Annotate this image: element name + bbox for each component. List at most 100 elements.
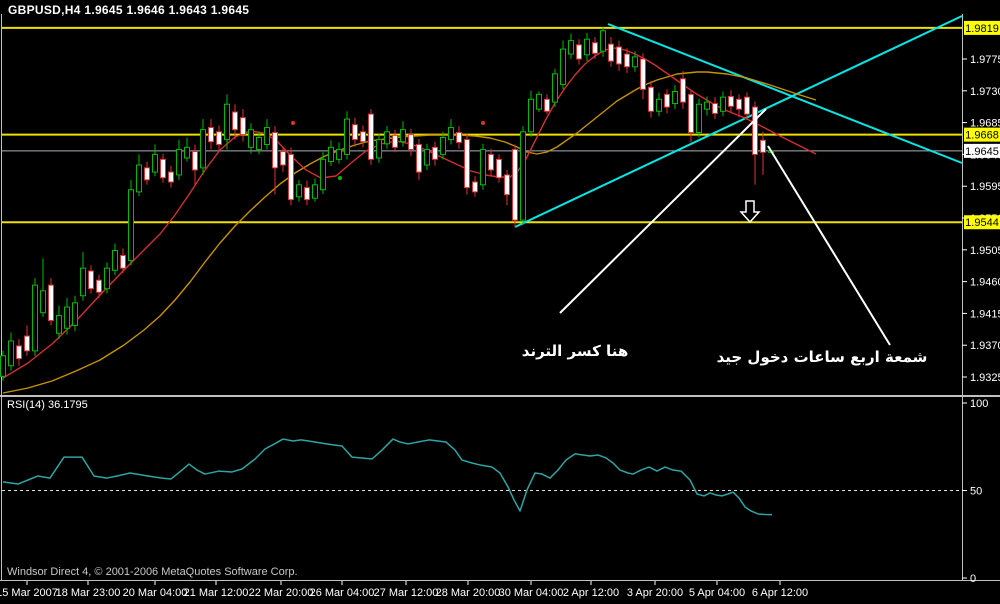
ma-slow-path xyxy=(2,71,817,394)
candle-body xyxy=(560,48,566,85)
candle-body xyxy=(432,146,438,160)
candle-body xyxy=(0,355,6,377)
candle-body xyxy=(656,98,662,112)
price-tag-label: 1.9544 xyxy=(965,217,999,229)
fractal-down-dot xyxy=(338,176,342,180)
price-tick-label: 1.9685 xyxy=(970,118,1000,130)
candle-body xyxy=(664,93,670,108)
candle-body xyxy=(176,148,182,176)
candle-body xyxy=(112,250,118,271)
ma-slow-line xyxy=(2,71,817,394)
candle-body xyxy=(192,151,198,171)
candle-body xyxy=(280,151,286,166)
candle-body xyxy=(400,129,406,143)
price-tag-label: 1.9645 xyxy=(965,146,999,158)
candle-body xyxy=(760,139,766,153)
candle-body xyxy=(168,171,174,183)
time-tick-label: 2 Apr 12:00 xyxy=(563,587,619,599)
candle-body xyxy=(592,42,598,54)
candle-body xyxy=(456,131,462,143)
candle-body xyxy=(80,267,86,297)
candle-body xyxy=(288,153,294,201)
price-tick-label: 1.9775 xyxy=(970,54,1000,66)
candle-body xyxy=(32,284,38,352)
candle-body xyxy=(224,103,230,141)
candle-body xyxy=(328,146,334,162)
candle-body xyxy=(240,117,246,136)
annotation-trend-break-text[interactable]: هنا كسر الترند xyxy=(521,342,629,360)
time-tick-label: 6 Apr 12:00 xyxy=(752,587,808,599)
candle-body xyxy=(616,46,622,65)
candle-body xyxy=(200,129,206,169)
candle-body xyxy=(712,103,718,114)
price-tag-1.9819 xyxy=(964,20,1000,35)
candle-body xyxy=(512,148,518,221)
price-tick-label: 1.9370 xyxy=(970,340,1000,352)
candle-body xyxy=(264,127,270,146)
candle-body xyxy=(272,131,278,169)
candle-body xyxy=(352,124,358,141)
price-tag-1.9645 xyxy=(964,143,1000,158)
fractal-dots xyxy=(291,121,485,180)
trendline-ascending[interactable] xyxy=(514,15,963,228)
trend-lines xyxy=(514,15,963,228)
candle-body xyxy=(568,40,574,55)
candle-body xyxy=(160,158,166,179)
candle-body xyxy=(464,139,470,189)
candle-body xyxy=(184,146,190,159)
time-tick-label: 21 Mar 12:00 xyxy=(184,587,249,599)
candle-body xyxy=(544,98,550,112)
candle-body xyxy=(408,134,414,150)
candle-body xyxy=(584,38,590,56)
candle-body xyxy=(8,340,14,367)
candle-body xyxy=(576,44,582,60)
candle-body xyxy=(744,96,750,115)
candle-body xyxy=(208,127,214,143)
candle-body xyxy=(424,148,430,166)
rsi-tick-label: 0 xyxy=(970,573,976,585)
candle-body xyxy=(360,131,366,143)
candle-body xyxy=(104,267,110,290)
candle-body xyxy=(72,302,78,326)
candle-body xyxy=(152,153,158,173)
candle-body xyxy=(256,136,262,150)
candle-body xyxy=(312,184,318,199)
candle-body xyxy=(416,144,422,173)
candle-body xyxy=(696,103,702,133)
candle-body xyxy=(488,153,494,171)
candle-body xyxy=(720,96,726,112)
symbol-title: GBPUSD,H4 1.9645 1.9646 1.9643 1.9645 xyxy=(8,3,250,17)
horizontal-level-lines xyxy=(2,26,962,224)
candle-body xyxy=(88,270,94,290)
candle-body xyxy=(672,91,678,105)
price-tick-label: 1.9325 xyxy=(970,372,1000,384)
candle-body xyxy=(216,131,222,146)
candle-body xyxy=(344,118,350,155)
annotation-line-1[interactable] xyxy=(559,108,767,314)
time-tick-label: 26 Mar 04:00 xyxy=(310,587,375,599)
price-axis: 1.97751.97301.96851.96401.95951.95501.95… xyxy=(962,20,1000,384)
candle-body xyxy=(384,131,390,145)
time-tick-label: 22 Mar 20:00 xyxy=(249,587,314,599)
candle-body xyxy=(536,93,542,110)
candle-body xyxy=(96,279,102,293)
annotation-line-2[interactable] xyxy=(767,145,891,346)
price-tick-label: 1.9415 xyxy=(970,308,1000,320)
rsi-pane: 100 50 0 xyxy=(2,398,988,585)
down-arrow-icon[interactable] xyxy=(739,200,761,224)
annotation-good-entry-text[interactable]: شمعة اربع ساعات دخول جيد xyxy=(716,348,928,366)
time-tick-label: 27 Mar 12:00 xyxy=(374,587,439,599)
candle-body xyxy=(440,136,446,155)
candle-body xyxy=(528,98,534,133)
price-tag-label: 1.9668 xyxy=(965,130,999,142)
candle-body xyxy=(480,148,486,186)
candlesticks xyxy=(0,27,774,381)
candle-body xyxy=(336,148,342,160)
candle-body xyxy=(64,306,70,329)
candle-body xyxy=(320,158,326,191)
trendline-descending[interactable] xyxy=(607,23,963,164)
candle-body xyxy=(232,111,238,131)
fractal-up-dot xyxy=(291,121,295,125)
candle-body xyxy=(752,106,758,155)
